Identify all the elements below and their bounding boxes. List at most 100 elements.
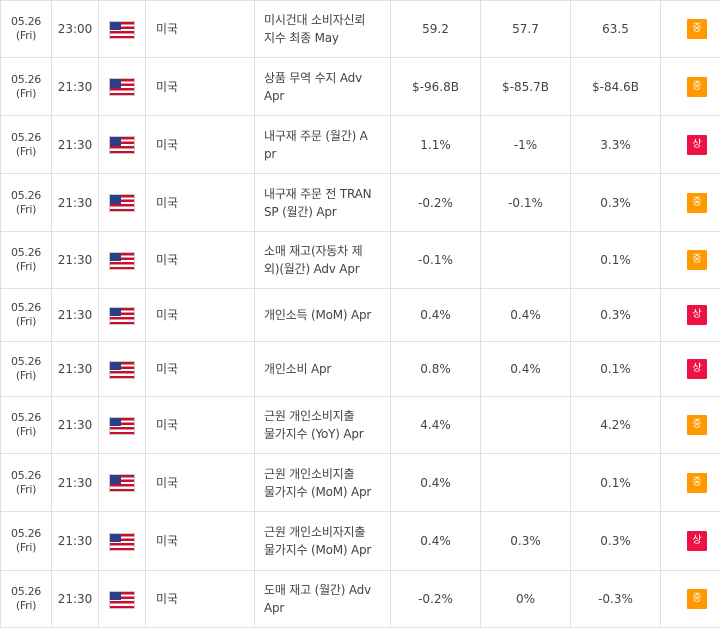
date-cell: 05.26 (Fri) [0, 231, 52, 289]
table-row[interactable]: 05.26 (Fri) 21:30 미국 근원 개인소비자지출 물가지수 (MoM) Ap… [0, 511, 720, 571]
actual-cell: 1.1% [390, 115, 481, 174]
forecast-cell: -1% [480, 115, 571, 174]
event-cell[interactable]: 근원 개인소비자지출 물가지수 (MoM) Apr [254, 511, 391, 571]
date-cell: 05.26 (Fri) [0, 396, 52, 454]
table-row[interactable]: 05.26 (Fri) 21:30 미국 상품 무역 수지 Adv Apr $-96.8B $… [0, 57, 720, 116]
us-flag-icon [110, 79, 134, 95]
date-cell: 05.26 (Fri) [0, 57, 52, 116]
forecast-cell [480, 231, 571, 289]
importance-badge: 상 [687, 134, 707, 155]
date-cell: 05.26 (Fri) [0, 288, 52, 342]
table-row[interactable]: 05.26 (Fri) 21:30 미국 도매 재고 (월간) Adv Apr -0.2% 0… [0, 570, 720, 628]
table-row[interactable]: 05.26 (Fri) 21:30 미국 개인소비 Apr 0.8% 0.4% 0.1% 상 [0, 341, 720, 397]
table-row[interactable]: 05.26 (Fri) 21:30 미국 근원 개인소비지출 물가지수 (YoY) Apr… [0, 396, 720, 454]
date-text: 05.26 [11, 130, 41, 144]
event-name-line: SP (월간) Apr [264, 204, 337, 219]
actual-cell: 59.2 [390, 0, 481, 58]
date-text: 05.26 [11, 246, 41, 259]
event-name-line: 상품 무역 수지 Adv [264, 70, 363, 85]
event-name-line: 개인소득 (MoM) Apr [264, 308, 372, 322]
date-text: 05.26 [11, 188, 41, 202]
event-cell[interactable]: 개인소득 (MoM) Apr [254, 288, 391, 342]
forecast-cell: 0.3% [480, 511, 571, 571]
flag-cell [98, 0, 146, 58]
table-row[interactable]: 05.26 (Fri) 21:30 미국 내구재 주문 전 TRAN SP (월간) Ap… [0, 173, 720, 232]
flag-cell [98, 453, 146, 512]
importance-cell: 상 [660, 341, 720, 397]
previous-cell: 4.2% [570, 396, 661, 454]
event-name-line: 외)(월간) Adv Apr [264, 262, 360, 276]
previous-cell: 0.3% [570, 173, 661, 232]
actual-cell: 0.4% [390, 511, 481, 571]
importance-cell: 중 [660, 453, 720, 512]
date-cell: 05.26 (Fri) [0, 0, 52, 58]
weekday-text: (Fri) [15, 369, 37, 382]
us-flag-icon [110, 21, 134, 38]
table-row[interactable]: 05.26 (Fri) 21:30 미국 근원 개인소비지출 물가지수 (MoM) Apr… [0, 453, 720, 512]
time-cell: 21:30 [51, 511, 99, 571]
actual-cell: 4.4% [390, 396, 481, 454]
importance-cell: 중 [660, 570, 720, 628]
date-cell: 05.26 (Fri) [0, 570, 52, 628]
forecast-cell: 0% [480, 570, 571, 628]
weekday-text: (Fri) [15, 599, 37, 612]
importance-badge: 중 [687, 589, 707, 609]
time-cell: 21:30 [51, 173, 99, 232]
date-cell: 05.26 (Fri) [0, 115, 52, 174]
forecast-cell: 0.4% [480, 341, 571, 397]
actual-cell: 0.4% [390, 453, 481, 512]
event-cell[interactable]: 내구재 주문 (월간) A pr [254, 115, 391, 174]
event-name-line: 지수 최종 May [264, 31, 339, 45]
previous-cell: 0.1% [570, 453, 661, 512]
time-cell: 23:00 [51, 0, 99, 58]
importance-badge: 상 [687, 305, 707, 325]
country-cell: 미국 [145, 0, 255, 58]
importance-badge: 중 [687, 250, 707, 270]
event-cell[interactable]: 근원 개인소비지출 물가지수 (YoY) Apr [254, 396, 391, 454]
event-name-line: 근원 개인소비자지출 [264, 525, 366, 539]
event-name-line: Apr [264, 88, 285, 103]
date-text: 05.26 [11, 355, 41, 368]
event-name-line: 근원 개인소비지출 [264, 466, 355, 481]
us-flag-icon [110, 475, 134, 491]
table-row[interactable]: 05.26 (Fri) 23:00 미국 미시건대 소비자신뢰 지수 최종 May 59.2… [0, 0, 720, 58]
forecast-cell: -0.1% [480, 173, 571, 232]
event-cell[interactable]: 도매 재고 (월간) Adv Apr [254, 570, 391, 628]
previous-cell: 3.3% [570, 115, 661, 174]
event-name-line: 도매 재고 (월간) Adv [264, 583, 371, 597]
importance-cell: 중 [660, 173, 720, 232]
forecast-cell [480, 396, 571, 454]
flag-cell [98, 173, 146, 232]
country-cell: 미국 [145, 115, 255, 174]
date-text: 05.26 [11, 411, 41, 424]
importance-cell: 상 [660, 115, 720, 174]
actual-cell: -0.2% [390, 570, 481, 628]
flag-cell [98, 115, 146, 174]
date-text: 05.26 [11, 301, 41, 314]
actual-cell: -0.2% [390, 173, 481, 232]
actual-cell: -0.1% [390, 231, 481, 289]
event-cell[interactable]: 근원 개인소비지출 물가지수 (MoM) Apr [254, 453, 391, 512]
us-flag-icon [110, 417, 134, 434]
weekday-text: (Fri) [15, 29, 37, 42]
importance-badge: 상 [687, 531, 707, 551]
table-row[interactable]: 05.26 (Fri) 21:30 미국 개인소득 (MoM) Apr 0.4% 0.4% 0… [0, 288, 720, 342]
forecast-cell: $-85.7B [480, 57, 571, 116]
event-cell[interactable]: 내구재 주문 전 TRAN SP (월간) Apr [254, 173, 391, 232]
event-name-line: 개인소비 Apr [264, 362, 332, 376]
event-name-line: 소매 재고(자동차 제 [264, 244, 363, 258]
event-cell[interactable]: 상품 무역 수지 Adv Apr [254, 57, 391, 116]
actual-cell: 0.8% [390, 341, 481, 397]
importance-badge: 중 [687, 415, 707, 435]
time-cell: 21:30 [51, 396, 99, 454]
previous-cell: $-84.6B [570, 57, 661, 116]
event-name-line: 미시건대 소비자신뢰 [264, 13, 366, 27]
forecast-cell [480, 453, 571, 512]
table-row[interactable]: 05.26 (Fri) 21:30 미국 소매 재고(자동차 제 외)(월간) Adv A… [0, 231, 720, 289]
country-cell: 미국 [145, 570, 255, 628]
event-cell[interactable]: 개인소비 Apr [254, 341, 391, 397]
